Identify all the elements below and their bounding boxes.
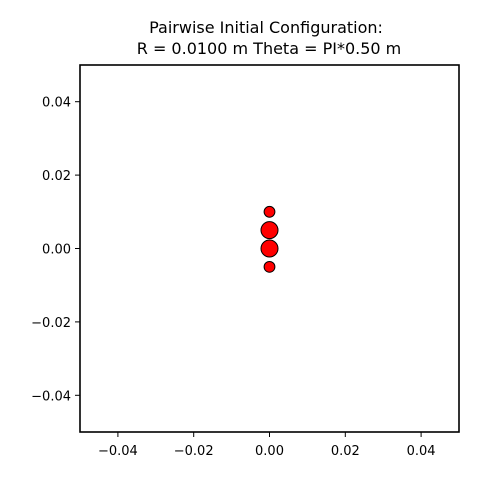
x-tick-label: −0.02: [174, 444, 214, 459]
y-tick-label: 0.02: [42, 169, 71, 184]
x-tick-label: −0.04: [98, 444, 138, 459]
x-tick-label: 0.02: [331, 444, 360, 459]
chart-title: Pairwise Initial Configuration:: [149, 18, 383, 37]
scatter-point: [264, 261, 275, 272]
y-tick-label: −0.04: [31, 389, 71, 404]
x-tick-label: 0.00: [255, 444, 284, 459]
scatter-point: [261, 240, 278, 257]
y-tick-label: −0.02: [31, 316, 71, 331]
y-tick-label: 0.04: [42, 96, 71, 111]
scatter-point: [261, 222, 278, 239]
x-tick-label: 0.04: [407, 444, 436, 459]
scatter-point: [264, 206, 275, 217]
y-tick-label: 0.00: [42, 243, 71, 258]
chart-subtitle: R = 0.0100 m Theta = PI*0.50 m: [137, 39, 402, 58]
